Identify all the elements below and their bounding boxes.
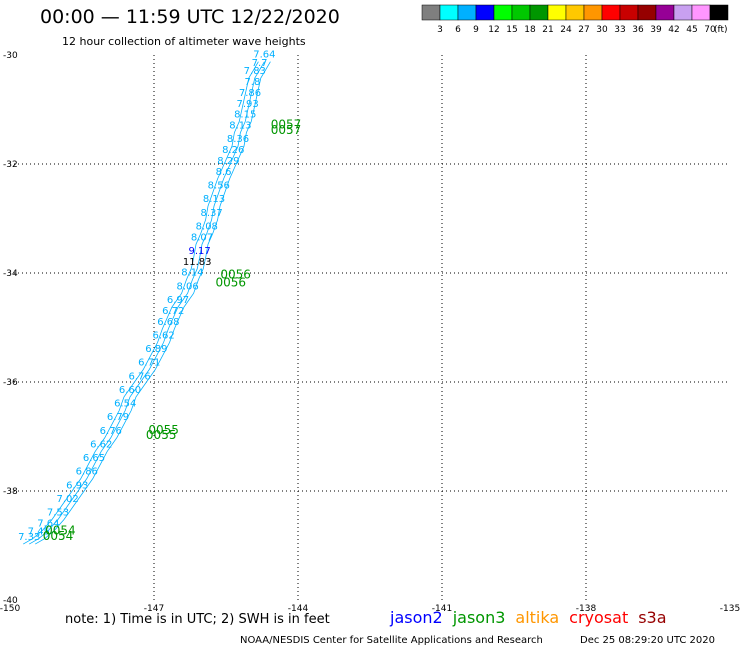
colorbar: 3 6 9 12 15 18 21 24 27 30 33 36 39 42 45 70(ft) — [421, 4, 729, 35]
satellite-track — [23, 61, 259, 545]
time-label: 0056 — [216, 276, 247, 290]
swh-label: 7.83 — [244, 66, 266, 77]
time-label: 0056 — [220, 267, 251, 281]
satellite-track — [29, 61, 265, 545]
satellite-track — [35, 61, 271, 545]
x-tick-label: -150 — [0, 604, 20, 614]
swh-label: 6.54 — [114, 399, 136, 410]
swh-label: 7.64 — [37, 518, 59, 529]
swh-label: 6.62 — [152, 330, 174, 341]
swh-label: 7.53 — [47, 508, 69, 519]
colorbar-tick-label: 42 — [668, 25, 679, 35]
swh-label: 6.97 — [167, 295, 189, 306]
swh-label: 7.93 — [236, 99, 258, 110]
x-tick-label: -138 — [576, 604, 597, 614]
colorbar-tick-label: 3 — [437, 25, 443, 35]
legend-item: cryosat — [569, 608, 629, 627]
swh-label: 8.13 — [203, 194, 225, 205]
y-tick-label: -32 — [3, 160, 18, 170]
y-tick-label: -34 — [3, 269, 18, 279]
swh-label: 6.65 — [83, 453, 105, 464]
colorbar-tick-label: 39 — [650, 25, 662, 35]
colorbar-tick-label: 6 — [455, 25, 461, 35]
swh-label: 7.8 — [244, 77, 260, 88]
swh-label: 6.60 — [119, 385, 141, 396]
colorbar-tick-label: 33 — [614, 25, 625, 35]
time-label: 0054 — [43, 529, 74, 543]
y-tick-label: -36 — [3, 378, 18, 388]
swh-label: 8.56 — [208, 181, 230, 192]
swh-label: 6.71 — [138, 358, 160, 369]
colorbar-tick-label: 45 — [686, 25, 697, 35]
legend-item: s3a — [638, 608, 667, 627]
swh-label: 9.17 — [188, 246, 210, 257]
colorbar-tick-label: 9 — [473, 25, 479, 35]
page-title: 00:00 — 11:59 UTC 12/22/2020 — [40, 6, 340, 28]
legend-item: jason2 — [390, 608, 443, 627]
x-tick-label: -147 — [144, 604, 164, 614]
swh-label: 8.07 — [191, 232, 213, 243]
footnote: note: 1) Time is in UTC; 2) SWH is in fe… — [65, 612, 330, 627]
page-subtitle: 12 hour collection of altimeter wave hei… — [62, 35, 306, 48]
colorbar-unit: (ft) — [714, 25, 728, 35]
timestamp: Dec 25 08:29:20 UTC 2020 — [580, 635, 715, 646]
swh-label: 8.29 — [217, 156, 239, 167]
time-label: 0057 — [271, 123, 302, 137]
swh-label: 8.06 — [176, 281, 198, 292]
swh-label: 6.93 — [66, 480, 88, 491]
swh-label: 8.26 — [222, 145, 244, 156]
colorbar-tick-label: 15 — [506, 25, 517, 35]
legend: jason2 jason3 altika cryosat s3a — [390, 608, 677, 627]
swh-label: 6.72 — [162, 306, 184, 317]
swh-label: 6.76 — [100, 426, 122, 437]
time-label: 0055 — [148, 423, 179, 437]
swh-label: 7.64 — [253, 50, 275, 61]
time-label: 0055 — [146, 428, 177, 442]
y-tick-label: -30 — [3, 51, 18, 61]
time-label: 0057 — [271, 118, 302, 132]
swh-label: 7.86 — [239, 88, 261, 99]
swh-label: 8.14 — [181, 268, 203, 279]
swh-label: 8.37 — [200, 208, 222, 219]
x-tick-label: -135 — [720, 604, 740, 614]
swh-label: 8.36 — [227, 134, 249, 145]
swh-label: 6.76 — [128, 371, 150, 382]
y-tick-label: -40 — [3, 596, 18, 606]
colorbar-tick-label: 18 — [524, 25, 536, 35]
swh-label: 6.68 — [157, 317, 179, 328]
colorbar-tick-label: 12 — [488, 25, 499, 35]
y-tick-label: -38 — [3, 487, 18, 497]
swh-label: 6.89 — [145, 344, 167, 355]
swh-label: 7.02 — [56, 494, 78, 505]
colorbar-tick-label: 24 — [560, 25, 572, 35]
swh-label: 11.83 — [183, 257, 212, 268]
swh-label: 8.15 — [234, 110, 256, 121]
colorbar-tick-label: 27 — [578, 25, 589, 35]
colorbar-swatch — [709, 4, 729, 21]
swh-label: 8.13 — [229, 121, 251, 132]
colorbar-tick-label: 21 — [542, 25, 553, 35]
swh-label: 8.6 — [216, 167, 232, 178]
legend-item: altika — [515, 608, 560, 627]
colorbar-tick-label: 30 — [596, 25, 608, 35]
colorbar-tick-label: 36 — [632, 25, 644, 35]
x-tick-label: -141 — [432, 604, 452, 614]
colorbar-tick-label: 70 — [704, 25, 716, 35]
swh-label: 7.7 — [252, 58, 268, 69]
legend-item: jason3 — [452, 608, 506, 627]
credit-text: NOAA/NESDIS Center for Satellite Applica… — [240, 635, 543, 646]
swh-label: 6.79 — [107, 412, 129, 423]
swh-label: 7.45 — [28, 527, 50, 538]
swh-label: 6.86 — [76, 467, 98, 478]
swh-label: 8.08 — [196, 221, 218, 232]
x-tick-label: -144 — [288, 604, 309, 614]
swh-label: 7.33 — [18, 532, 40, 543]
swh-label: 6.62 — [90, 439, 112, 450]
time-label: 0054 — [45, 524, 76, 538]
